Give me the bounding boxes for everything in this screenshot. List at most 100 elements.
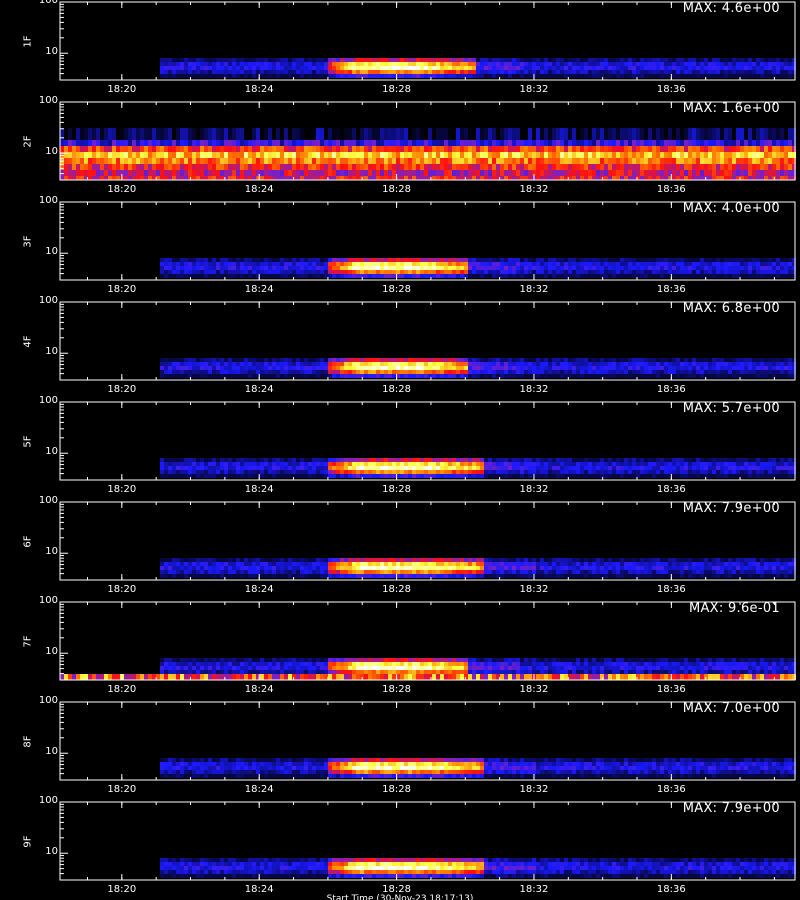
x-tick-label: 18:32 (519, 84, 549, 95)
heatmap-cell (636, 266, 640, 270)
spectrogram-plot (59, 201, 796, 281)
heatmap-cell (168, 258, 172, 262)
heatmap-cell (372, 458, 376, 462)
heatmap-cell (692, 164, 696, 170)
heatmap-cell (448, 62, 452, 66)
heatmap-cell (512, 262, 516, 266)
heatmap-cell (720, 458, 724, 462)
heatmap-cell (424, 474, 428, 478)
heatmap-cell (240, 164, 244, 170)
heatmap-cell (500, 140, 504, 146)
heatmap-cell (388, 362, 392, 366)
heatmap-cell (244, 262, 248, 266)
heatmap-cell (532, 158, 536, 164)
heatmap-cell (452, 164, 456, 170)
heatmap-cell (284, 170, 288, 176)
heatmap-cell (200, 62, 204, 66)
heatmap-cell (664, 128, 668, 140)
heatmap-cell (644, 366, 648, 370)
heatmap-cell (288, 74, 292, 78)
heatmap-cell (168, 466, 172, 470)
heatmap-cell (340, 58, 344, 62)
heatmap-cell (676, 164, 680, 170)
heatmap-cell (704, 62, 708, 66)
heatmap-cell (188, 362, 192, 366)
heatmap-cell (612, 470, 616, 474)
heatmap-cell (712, 152, 716, 158)
heatmap-cell (616, 370, 620, 374)
heatmap-cell (272, 358, 276, 362)
heatmap-cell (744, 158, 748, 164)
heatmap-cell (540, 152, 544, 158)
heatmap-cell (488, 370, 492, 374)
heatmap-cell (584, 66, 588, 70)
heatmap-cell (580, 274, 584, 278)
heatmap-cell (444, 358, 448, 362)
heatmap-cell (272, 362, 276, 366)
heatmap-cell (324, 358, 328, 362)
heatmap-cell (336, 466, 340, 470)
heatmap-cell (272, 374, 276, 378)
heatmap-cell (284, 140, 288, 146)
heatmap-cell (412, 158, 416, 164)
heatmap-cell (472, 458, 476, 462)
heatmap-cell (644, 158, 648, 164)
heatmap-cell (572, 170, 576, 176)
heatmap-cell (620, 474, 624, 478)
heatmap-cell (340, 62, 344, 66)
heatmap-cell (572, 266, 576, 270)
heatmap-cell (568, 366, 572, 370)
heatmap-cell (512, 358, 516, 362)
heatmap-cell (328, 128, 332, 140)
heatmap-cell (704, 366, 708, 370)
heatmap-cell (668, 62, 672, 66)
heatmap-cell (260, 74, 264, 78)
heatmap-cell (436, 74, 440, 78)
heatmap-cell (296, 374, 300, 378)
heatmap-cell (720, 462, 724, 466)
heatmap-cell (432, 258, 436, 262)
heatmap-cell (408, 474, 412, 478)
heatmap-cell (680, 470, 684, 474)
heatmap-cell (304, 70, 308, 74)
heatmap-cell (412, 274, 416, 278)
heatmap-cell (204, 274, 208, 278)
heatmap-cell (748, 74, 752, 78)
heatmap-cell (656, 158, 660, 164)
heatmap-cell (588, 258, 592, 262)
heatmap-cell (228, 462, 232, 466)
heatmap-cell (356, 176, 360, 180)
heatmap-cell (276, 466, 280, 470)
heatmap-cell (712, 62, 716, 66)
heatmap-cell (368, 466, 372, 470)
heatmap-cell (536, 466, 540, 470)
heatmap-cell (780, 270, 784, 274)
heatmap-cell (180, 262, 184, 266)
heatmap-cell (316, 62, 320, 66)
heatmap-cell (444, 266, 448, 270)
heatmap-cell (268, 74, 272, 78)
heatmap-cell (556, 366, 560, 370)
heatmap-cell (448, 58, 452, 62)
heatmap-cell (260, 358, 264, 362)
heatmap-cell (208, 274, 212, 278)
heatmap-cell (728, 140, 732, 146)
heatmap-cell (756, 362, 760, 366)
heatmap-cell (780, 140, 784, 146)
heatmap-cell (592, 474, 596, 478)
heatmap-cell (432, 470, 436, 474)
heatmap-cell (616, 462, 620, 466)
heatmap-cell (248, 66, 252, 70)
heatmap-cell (588, 462, 592, 466)
heatmap-cell (448, 146, 452, 152)
heatmap-cell (284, 66, 288, 70)
heatmap-cell (632, 62, 636, 66)
heatmap-cell (544, 266, 548, 270)
heatmap-cell (692, 66, 696, 70)
heatmap-cell (436, 370, 440, 374)
heatmap-cell (284, 274, 288, 278)
heatmap-cell (404, 474, 408, 478)
heatmap-cell (484, 374, 488, 378)
heatmap-cell (356, 164, 360, 170)
heatmap-cell (204, 366, 208, 370)
